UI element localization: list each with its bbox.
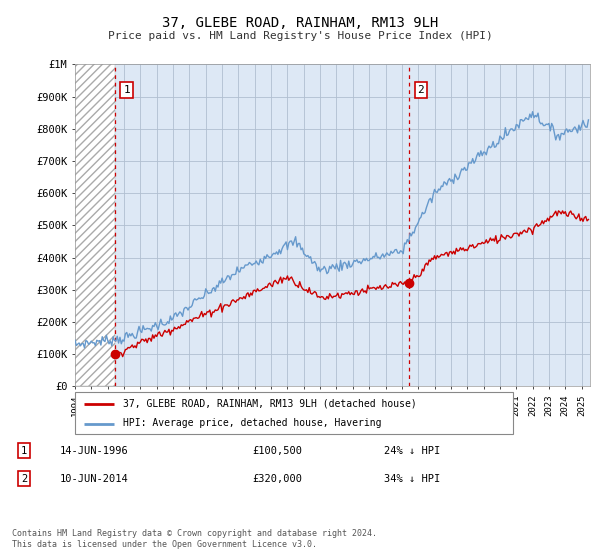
Text: 2: 2: [418, 85, 424, 95]
Text: 37, GLEBE ROAD, RAINHAM, RM13 9LH: 37, GLEBE ROAD, RAINHAM, RM13 9LH: [162, 16, 438, 30]
Text: £100,500: £100,500: [252, 446, 302, 456]
Bar: [75, 64, 115, 386]
Text: Price paid vs. HM Land Registry's House Price Index (HPI): Price paid vs. HM Land Registry's House …: [107, 31, 493, 41]
Text: 2: 2: [21, 474, 27, 484]
Text: 10-JUN-2014: 10-JUN-2014: [60, 474, 129, 484]
Text: Contains HM Land Registry data © Crown copyright and database right 2024.
This d: Contains HM Land Registry data © Crown c…: [12, 529, 377, 549]
Text: 1: 1: [21, 446, 27, 456]
Text: 34% ↓ HPI: 34% ↓ HPI: [384, 474, 440, 484]
Text: HPI: Average price, detached house, Havering: HPI: Average price, detached house, Have…: [123, 418, 382, 428]
Text: £320,000: £320,000: [252, 474, 302, 484]
Text: 24% ↓ HPI: 24% ↓ HPI: [384, 446, 440, 456]
Text: 14-JUN-1996: 14-JUN-1996: [60, 446, 129, 456]
Bar: [584, 64, 590, 386]
Text: 37, GLEBE ROAD, RAINHAM, RM13 9LH (detached house): 37, GLEBE ROAD, RAINHAM, RM13 9LH (detac…: [123, 399, 417, 409]
Text: 1: 1: [123, 85, 130, 95]
